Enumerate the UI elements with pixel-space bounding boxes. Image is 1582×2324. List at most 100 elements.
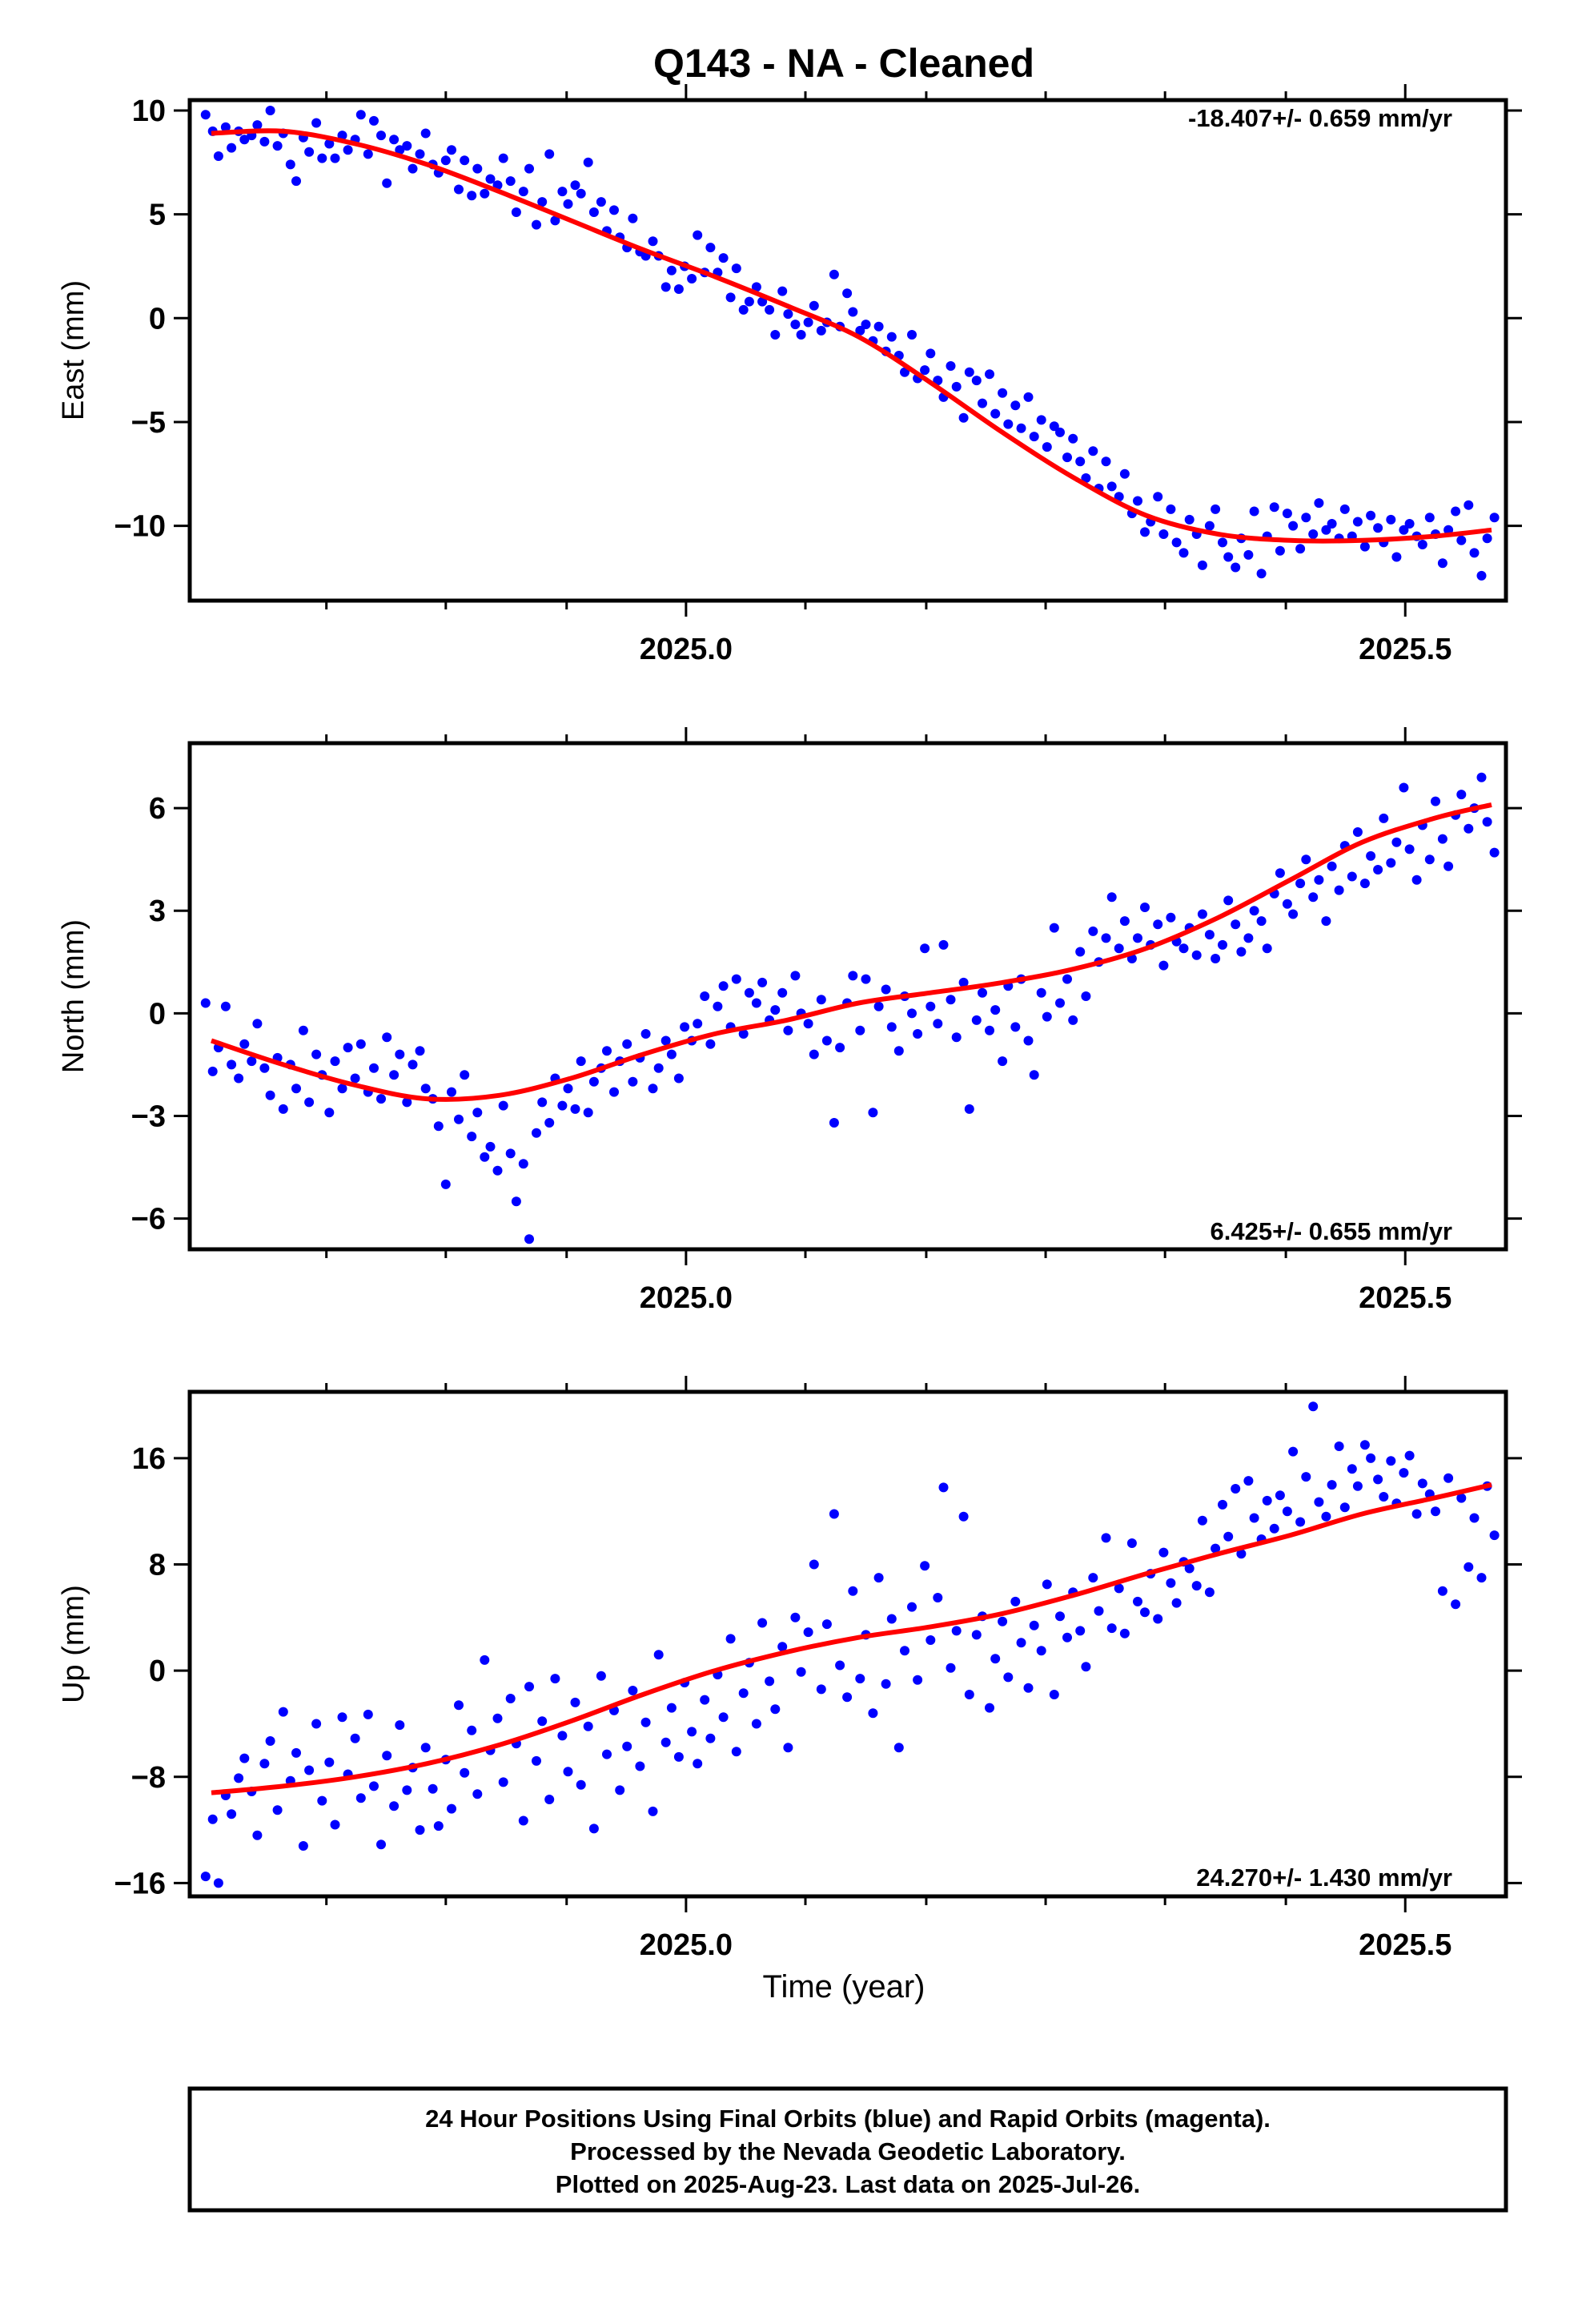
up-data-point <box>1404 1450 1415 1461</box>
north-data-point <box>1140 903 1150 912</box>
up-data-point <box>1411 1509 1422 1519</box>
up-data-point <box>395 1720 405 1731</box>
east-data-point <box>1055 427 1065 437</box>
north-data-point <box>1119 916 1130 927</box>
east-data-point <box>1327 519 1337 529</box>
north-data-point <box>653 1063 664 1073</box>
up-x-tick-label: 2025.0 <box>640 1928 733 1962</box>
up-data-point <box>1119 1628 1130 1638</box>
east-data-point <box>1301 513 1311 523</box>
east-data-point <box>693 230 703 240</box>
north-data-point <box>324 1108 335 1118</box>
up-data-point <box>661 1737 671 1747</box>
north-data-point <box>492 1165 503 1176</box>
east-data-point <box>330 153 340 163</box>
east-data-point <box>1437 558 1447 569</box>
north-data-point <box>998 1056 1008 1067</box>
east-data-point <box>395 145 405 155</box>
north-data-point <box>239 1039 250 1049</box>
up-data-point <box>467 1725 477 1735</box>
east-data-point <box>1321 525 1331 535</box>
north-y-tick-label: −6 <box>131 1203 166 1236</box>
east-data-point <box>1016 423 1026 433</box>
up-data-point <box>369 1781 379 1791</box>
up-data-point <box>304 1765 315 1775</box>
east-data-point <box>239 135 250 145</box>
north-data-point <box>1464 823 1474 834</box>
north-panel: 2025.0 2025.5 6 3 0 −3 −6 North (mm) 6.425+/- 0.… <box>57 727 1522 1315</box>
east-data-point <box>1482 533 1492 544</box>
east-plot-area <box>200 106 1500 581</box>
north-data-point <box>1424 854 1435 865</box>
up-data-point <box>505 1694 516 1703</box>
up-data-point <box>1489 1530 1500 1541</box>
east-data-point <box>661 282 671 292</box>
east-y-tick-label: 10 <box>132 94 166 128</box>
up-data-point <box>765 1676 775 1687</box>
up-data-point <box>1249 1513 1259 1523</box>
up-plot-area <box>200 1401 1500 1888</box>
east-data-point <box>505 176 516 187</box>
east-data-point <box>1184 514 1195 525</box>
east-y-axis-label: East (mm) <box>57 280 90 420</box>
up-data-point <box>518 1815 528 1826</box>
east-data-point <box>751 282 761 292</box>
up-data-point <box>777 1642 788 1652</box>
up-data-point <box>265 1736 275 1746</box>
east-data-point <box>1211 504 1221 514</box>
east-data-point <box>738 304 749 315</box>
east-data-point <box>1140 527 1150 537</box>
north-data-point <box>1431 796 1440 806</box>
east-data-point <box>337 131 347 141</box>
north-data-point <box>666 1049 677 1059</box>
north-data-point <box>913 1029 923 1039</box>
north-data-point <box>861 974 871 984</box>
up-data-point <box>926 1635 936 1645</box>
up-data-point <box>1231 1484 1241 1494</box>
north-y-axis-label: North (mm) <box>57 919 90 1073</box>
up-data-point <box>1386 1456 1396 1466</box>
up-data-point <box>1339 1502 1350 1513</box>
north-data-point <box>454 1114 464 1124</box>
north-data-point <box>1075 947 1086 957</box>
east-data-point <box>1249 506 1259 517</box>
north-data-point <box>227 1059 237 1070</box>
up-frame <box>187 1389 1508 1899</box>
up-data-point <box>259 1759 270 1769</box>
east-data-point <box>537 197 548 207</box>
north-data-point <box>971 1015 982 1025</box>
north-data-point <box>1218 939 1227 950</box>
north-data-point <box>1191 950 1202 960</box>
north-data-point <box>389 1070 400 1080</box>
east-data-point <box>1275 545 1285 556</box>
up-data-point <box>881 1679 891 1689</box>
north-data-point <box>985 1025 994 1035</box>
up-data-point <box>433 1821 444 1831</box>
east-data-point <box>1256 569 1267 579</box>
north-data-point <box>1386 858 1396 868</box>
up-data-point <box>964 1690 974 1699</box>
north-data-point <box>661 1035 671 1046</box>
north-data-point <box>420 1084 431 1094</box>
up-data-point <box>447 1803 456 1814</box>
up-data-point <box>1352 1481 1363 1491</box>
east-data-point <box>1023 392 1034 402</box>
north-data-point <box>304 1097 315 1108</box>
up-data-point <box>454 1700 464 1711</box>
up-y-tick-label: −16 <box>114 1867 166 1900</box>
east-data-point <box>1068 433 1078 444</box>
up-data-point <box>576 1779 586 1790</box>
up-data-point <box>1288 1446 1299 1457</box>
east-data-point <box>873 321 884 332</box>
east-data-point <box>440 155 451 166</box>
east-rate-annotation: -18.407+/- 0.659 mm/yr <box>1188 104 1452 132</box>
up-rate-annotation: 24.270+/- 1.430 mm/yr <box>1196 1864 1452 1892</box>
north-data-point <box>311 1049 322 1059</box>
up-data-point <box>602 1749 612 1759</box>
up-data-point <box>330 1819 340 1830</box>
north-data-point <box>731 974 741 984</box>
north-data-point <box>1211 954 1221 963</box>
up-data-point <box>428 1783 438 1794</box>
north-y-tick-label: 6 <box>149 792 166 826</box>
east-data-point <box>420 128 431 139</box>
